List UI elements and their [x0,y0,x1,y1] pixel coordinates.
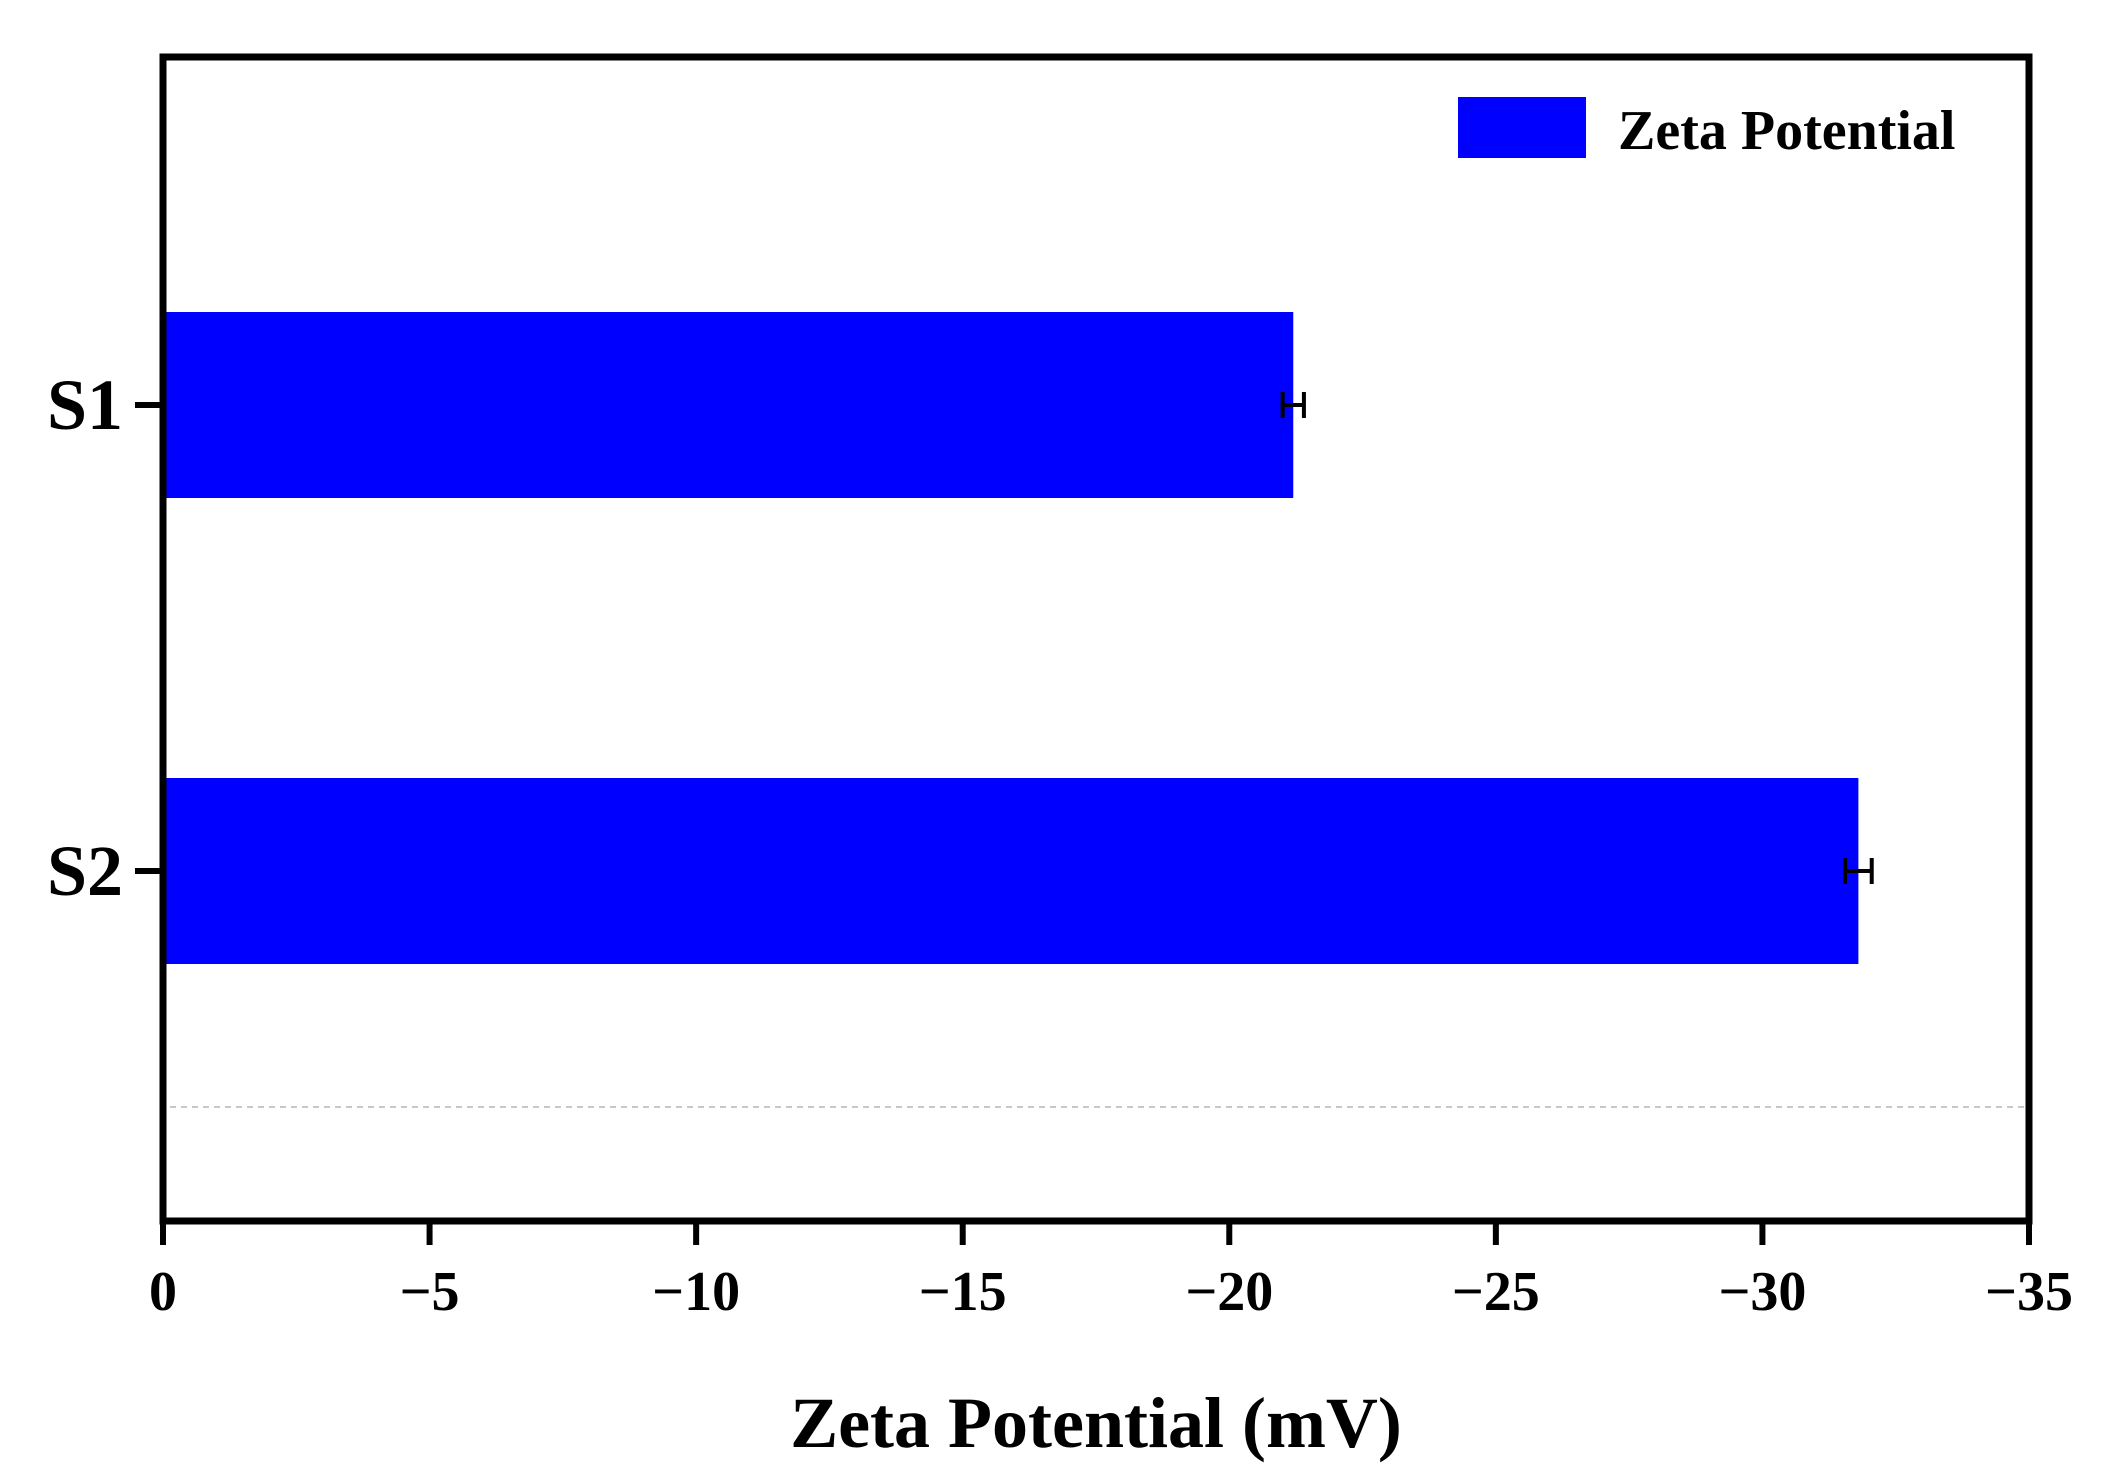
x-tick-label: −30 [1718,1261,1806,1323]
legend-swatch [1458,97,1586,158]
y-tick-label-s2: S2 [47,831,123,911]
x-tick-label: −20 [1185,1261,1273,1323]
x-tick-label: −35 [1985,1261,2073,1323]
x-tick-label: −5 [400,1261,460,1323]
error-bar-s1 [1280,392,1306,418]
bars-layer [163,312,1859,964]
x-tick-label: −25 [1452,1261,1540,1323]
legend-label: Zeta Potential [1618,100,1955,162]
x-axis-ticks: 0 −5 −10 −15 −20 −25 −30 −35 [149,1221,2073,1323]
legend: Zeta Potential [1458,97,1955,162]
bar-s2 [163,778,1859,964]
bar-s1 [163,312,1294,498]
y-tick-label-s1: S1 [47,365,123,445]
x-tick-label: −15 [919,1261,1007,1323]
y-axis-ticks: S1 S2 [47,365,163,911]
x-tick-label: −10 [652,1261,740,1323]
error-bars-layer [1280,392,1874,884]
plot-frame [159,53,2033,1225]
x-tick-label: 0 [149,1261,177,1323]
error-bar-s2 [1843,858,1874,884]
x-axis-label: Zeta Potential (mV) [790,1383,1402,1463]
